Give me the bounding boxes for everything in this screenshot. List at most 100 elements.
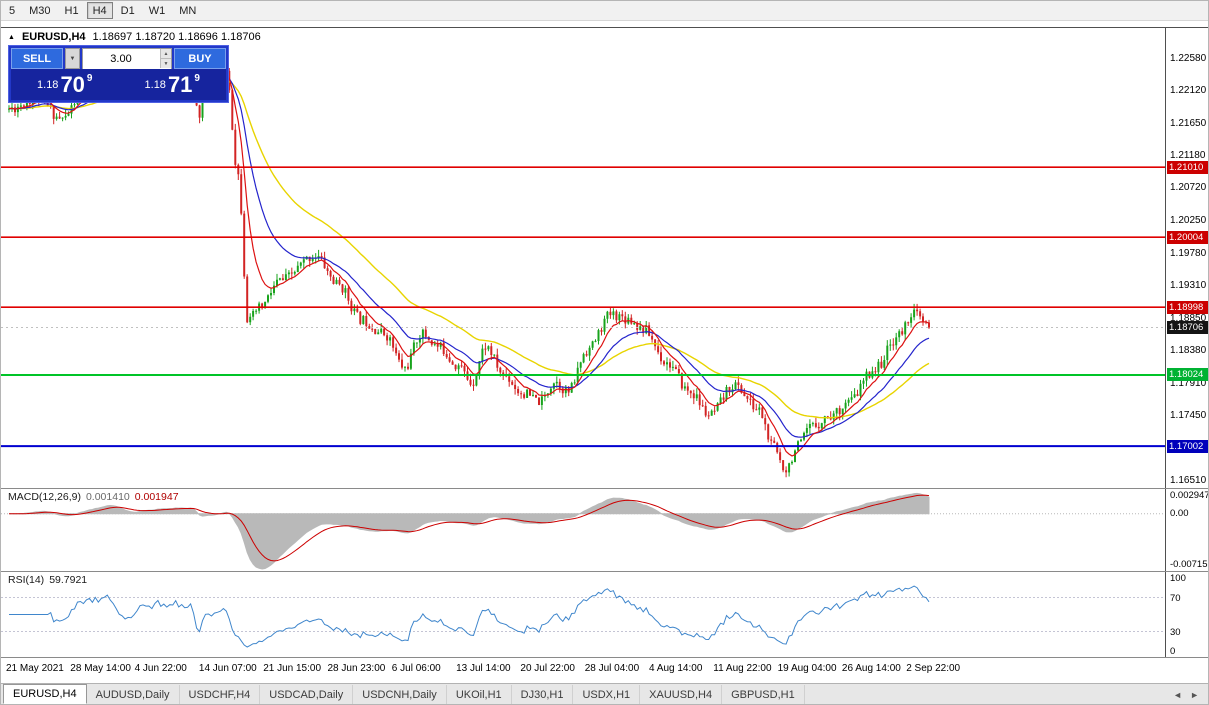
rsi-value: 59.7921 xyxy=(49,574,88,586)
chart-ohlc-values: 1.18697 1.18720 1.18696 1.18706 xyxy=(92,31,261,43)
chart-tab-AUDUSD-Daily[interactable]: AUDUSD,Daily xyxy=(87,685,180,704)
lot-decrement-button[interactable]: ▼ xyxy=(160,59,171,68)
lot-dropdown[interactable]: ▼ xyxy=(65,48,80,69)
chart-tab-UKOil-H1[interactable]: UKOil,H1 xyxy=(447,685,512,704)
level-price-tag: 1.18024 xyxy=(1167,368,1208,382)
tabs-scroll-left-icon[interactable]: ◄ xyxy=(1173,689,1183,700)
macd-axis-zero: 0.00 xyxy=(1170,507,1189,519)
price-axis-label: 1.21650 xyxy=(1170,117,1207,129)
chart-header: ▲ EURUSD,H4 1.18697 1.18720 1.18696 1.18… xyxy=(8,31,261,43)
rsi-name: RSI(14) xyxy=(8,574,45,586)
panel-separator[interactable] xyxy=(1,488,1208,489)
lot-spinner: ▲ ▼ xyxy=(160,49,171,68)
chart-tab-USDCHF-H4[interactable]: USDCHF,H4 xyxy=(180,685,261,704)
macd-axis-min: -0.007157 xyxy=(1170,559,1209,570)
price-axis[interactable]: 1.22580 1.22120 1.21650 1.21180 1.20720 1.202… xyxy=(1167,28,1208,488)
level-price-tag: 1.18998 xyxy=(1167,300,1208,314)
price-axis-label: 1.19780 xyxy=(1170,247,1207,259)
time-axis-label: 26 Aug 14:00 xyxy=(841,663,901,674)
timeframe-button-M30[interactable]: M30 xyxy=(29,4,51,17)
chart-tab-USDX-H1[interactable]: USDX,H1 xyxy=(573,685,641,704)
chart-tab-USDCNH-Daily[interactable]: USDCNH,Daily xyxy=(353,685,447,704)
rsi-chart[interactable] xyxy=(1,572,1166,657)
time-axis-label: 21 May 2021 xyxy=(6,663,64,674)
buy-price-display[interactable]: 1.18 71 9 xyxy=(119,69,227,100)
macd-main-value: 0.001410 xyxy=(85,491,130,503)
rsi-axis-label: 30 xyxy=(1170,626,1181,638)
price-axis-label: 1.16510 xyxy=(1170,475,1207,487)
timeframe-button-MN[interactable]: MN xyxy=(179,4,197,17)
sell-price-prefix: 1.18 xyxy=(37,78,59,91)
price-axis-label: 1.18850 xyxy=(1170,312,1207,324)
candlestick-chart[interactable] xyxy=(1,28,1166,488)
time-axis-label: 19 Aug 04:00 xyxy=(777,663,837,674)
spin-up-icon: ▲ xyxy=(163,50,169,57)
chart-tab-GBPUSD-H1[interactable]: GBPUSD,H1 xyxy=(722,685,805,704)
lot-size-input[interactable] xyxy=(83,49,171,69)
buy-price-big: 71 xyxy=(167,71,193,97)
collapse-chart-icon[interactable]: ▲ xyxy=(8,33,15,41)
macd-chart[interactable] xyxy=(1,489,1166,571)
price-axis-label: 1.22120 xyxy=(1170,84,1207,96)
chart-tab-USDCAD-Daily[interactable]: USDCAD,Daily xyxy=(260,685,354,704)
chart-tab-DJ30-H1[interactable]: DJ30,H1 xyxy=(512,685,574,704)
panel-separator[interactable] xyxy=(1,571,1208,572)
time-axis-label: 28 Jun 23:00 xyxy=(327,663,386,674)
level-price-tag: 1.21010 xyxy=(1167,160,1208,174)
time-axis-label: 6 Jul 06:00 xyxy=(391,663,441,674)
panel-separator[interactable] xyxy=(1,657,1208,658)
time-axis[interactable]: 21 May 2021 28 May 14:00 4 Jun 22:00 14 Jun… xyxy=(1,658,1208,682)
price-axis-label: 1.17450 xyxy=(1170,409,1207,421)
sell-price-pipette: 9 xyxy=(86,73,93,84)
rsi-axis-label: 70 xyxy=(1170,592,1181,604)
timeframe-button-W1[interactable]: W1 xyxy=(148,4,166,17)
macd-label: MACD(12,26,9) 0.001410 0.001947 xyxy=(8,491,179,503)
price-axis-label: 1.20720 xyxy=(1170,182,1207,194)
timeframe-button-H4[interactable]: H4 xyxy=(86,2,113,19)
price-axis-label: 1.18380 xyxy=(1170,345,1207,357)
time-axis-label: 21 Jun 15:00 xyxy=(263,663,322,674)
rsi-axis-label: 100 xyxy=(1170,573,1186,584)
macd-panel: MACD(12,26,9) 0.001410 0.001947 xyxy=(1,489,1166,571)
main-chart-panel: ▲ EURUSD,H4 1.18697 1.18720 1.18696 1.18… xyxy=(1,28,1166,488)
lot-increment-button[interactable]: ▲ xyxy=(160,49,171,59)
chart-tabs: EURUSD,H4 AUDUSD,Daily USDCHF,H4 USDCAD,Dai… xyxy=(3,684,805,704)
tab-scroll-arrows: ◄ ► xyxy=(1164,685,1208,704)
time-axis-label: 13 Jul 14:00 xyxy=(456,663,511,674)
macd-name: MACD(12,26,9) xyxy=(8,491,81,503)
timeframe-toolbar: 5 M30 H1 H4 D1 W1 MN xyxy=(1,1,1208,21)
sell-button[interactable]: SELL xyxy=(11,48,63,69)
chart-frame-border xyxy=(1,27,1208,28)
sell-price-display[interactable]: 1.18 70 9 xyxy=(11,69,119,100)
time-axis-label: 11 Aug 22:00 xyxy=(713,663,772,674)
price-axis-label: 1.22580 xyxy=(1170,52,1207,64)
lot-size-field: ▲ ▼ xyxy=(82,48,172,69)
macd-axis-max: 0.002947 xyxy=(1170,490,1209,501)
rsi-axis-label: 0 xyxy=(1170,646,1176,657)
chart-symbol-label: EURUSD,H4 xyxy=(21,31,86,43)
price-axis-label: 1.20250 xyxy=(1170,215,1207,227)
level-price-tag: 1.17002 xyxy=(1167,439,1208,453)
current-price-tag: 1.18706 xyxy=(1167,321,1208,335)
price-axis-label: 1.17910 xyxy=(1170,377,1207,389)
spin-down-icon: ▼ xyxy=(163,60,169,67)
timeframe-button-D1[interactable]: D1 xyxy=(120,4,135,17)
chart-tab-EURUSD-H4[interactable]: EURUSD,H4 xyxy=(3,684,87,704)
rsi-label: RSI(14) 59.7921 xyxy=(8,574,87,586)
time-axis-label: 2 Sep 22:00 xyxy=(906,663,961,674)
time-axis-label: 28 May 14:00 xyxy=(70,663,131,674)
time-axis-label: 4 Jun 22:00 xyxy=(134,663,187,674)
time-axis-label: 20 Jul 22:00 xyxy=(520,663,575,674)
sell-price-big: 70 xyxy=(60,71,85,97)
tabs-scroll-right-icon[interactable]: ► xyxy=(1190,689,1199,700)
macd-axis: 0.002947 0.00 -0.007157 xyxy=(1167,489,1209,571)
buy-button[interactable]: BUY xyxy=(174,48,226,69)
chart-tab-XAUUSD-H4[interactable]: XAUUSD,H4 xyxy=(640,685,723,704)
timeframe-button-H1[interactable]: H1 xyxy=(64,4,79,17)
macd-signal-value: 0.001947 xyxy=(134,491,179,503)
timeframe-button-5[interactable]: 5 xyxy=(9,4,16,17)
rsi-axis: 100 70 30 0 xyxy=(1167,572,1208,657)
chart-tab-bar: EURUSD,H4 AUDUSD,Daily USDCHF,H4 USDCAD,Dai… xyxy=(1,683,1208,704)
time-axis-label: 28 Jul 04:00 xyxy=(584,663,640,674)
